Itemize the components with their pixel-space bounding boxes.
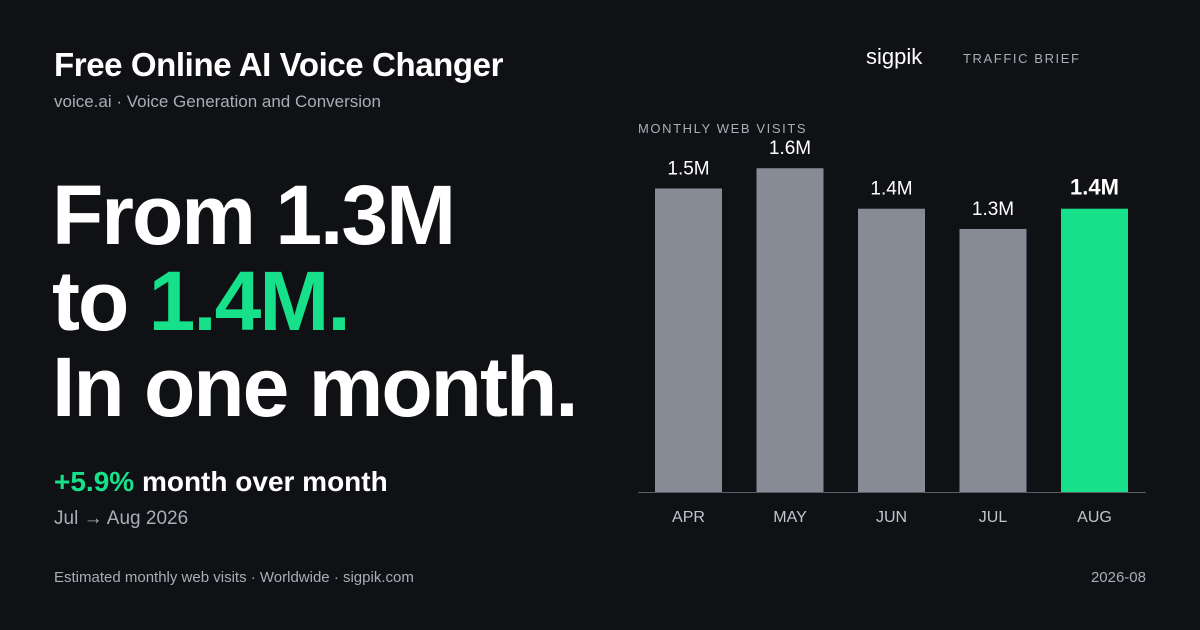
headline-line-1: From 1.3M	[52, 168, 456, 262]
headline-line-2-prefix: to	[52, 254, 149, 348]
bar-aug	[1061, 208, 1128, 493]
x-tick-label-may: MAY	[773, 509, 807, 526]
bar-jul	[959, 228, 1027, 493]
change-summary: +5.9% month over month	[54, 466, 388, 498]
headline: From 1.3M to 1.4M. In one month.	[52, 168, 579, 434]
bar-value-label-aug: 1.4M	[1070, 175, 1119, 200]
bar-jun	[858, 208, 925, 493]
change-period: Jul → Aug 2026	[54, 508, 189, 529]
headline-highlight-value: 1.4M.	[148, 254, 351, 348]
page-title: Free Online AI Voice Changer	[54, 46, 504, 83]
footer-note: Estimated monthly web visits · Worldwide…	[54, 569, 414, 586]
headline-line-3: In one month.	[52, 340, 579, 434]
x-tick-label-aug: AUG	[1077, 509, 1112, 526]
change-percent: +5.9%	[54, 466, 135, 497]
chart-title: MONTHLY WEB VISITS	[638, 121, 808, 136]
bar-may	[756, 168, 824, 492]
x-tick-label-jul: JUL	[979, 509, 1008, 526]
headline-line-2: to 1.4M.	[52, 258, 577, 344]
brand-logo: sigpik	[866, 44, 923, 69]
bar-value-label-apr: 1.5M	[667, 158, 709, 179]
bar-apr	[655, 188, 722, 492]
bar-value-label-jul: 1.3M	[972, 199, 1014, 220]
bar-value-label-may: 1.6M	[769, 138, 811, 159]
brand-tag: TRAFFIC BRIEF	[963, 51, 1081, 66]
footer-date: 2026-08	[1090, 569, 1146, 586]
x-tick-label-jun: JUN	[876, 509, 907, 526]
page-subtitle: voice.ai · Voice Generation and Conversi…	[54, 92, 381, 111]
bar-value-label-jun: 1.4M	[870, 179, 912, 200]
change-label: month over month	[134, 466, 388, 497]
x-tick-label-apr: APR	[672, 509, 705, 526]
